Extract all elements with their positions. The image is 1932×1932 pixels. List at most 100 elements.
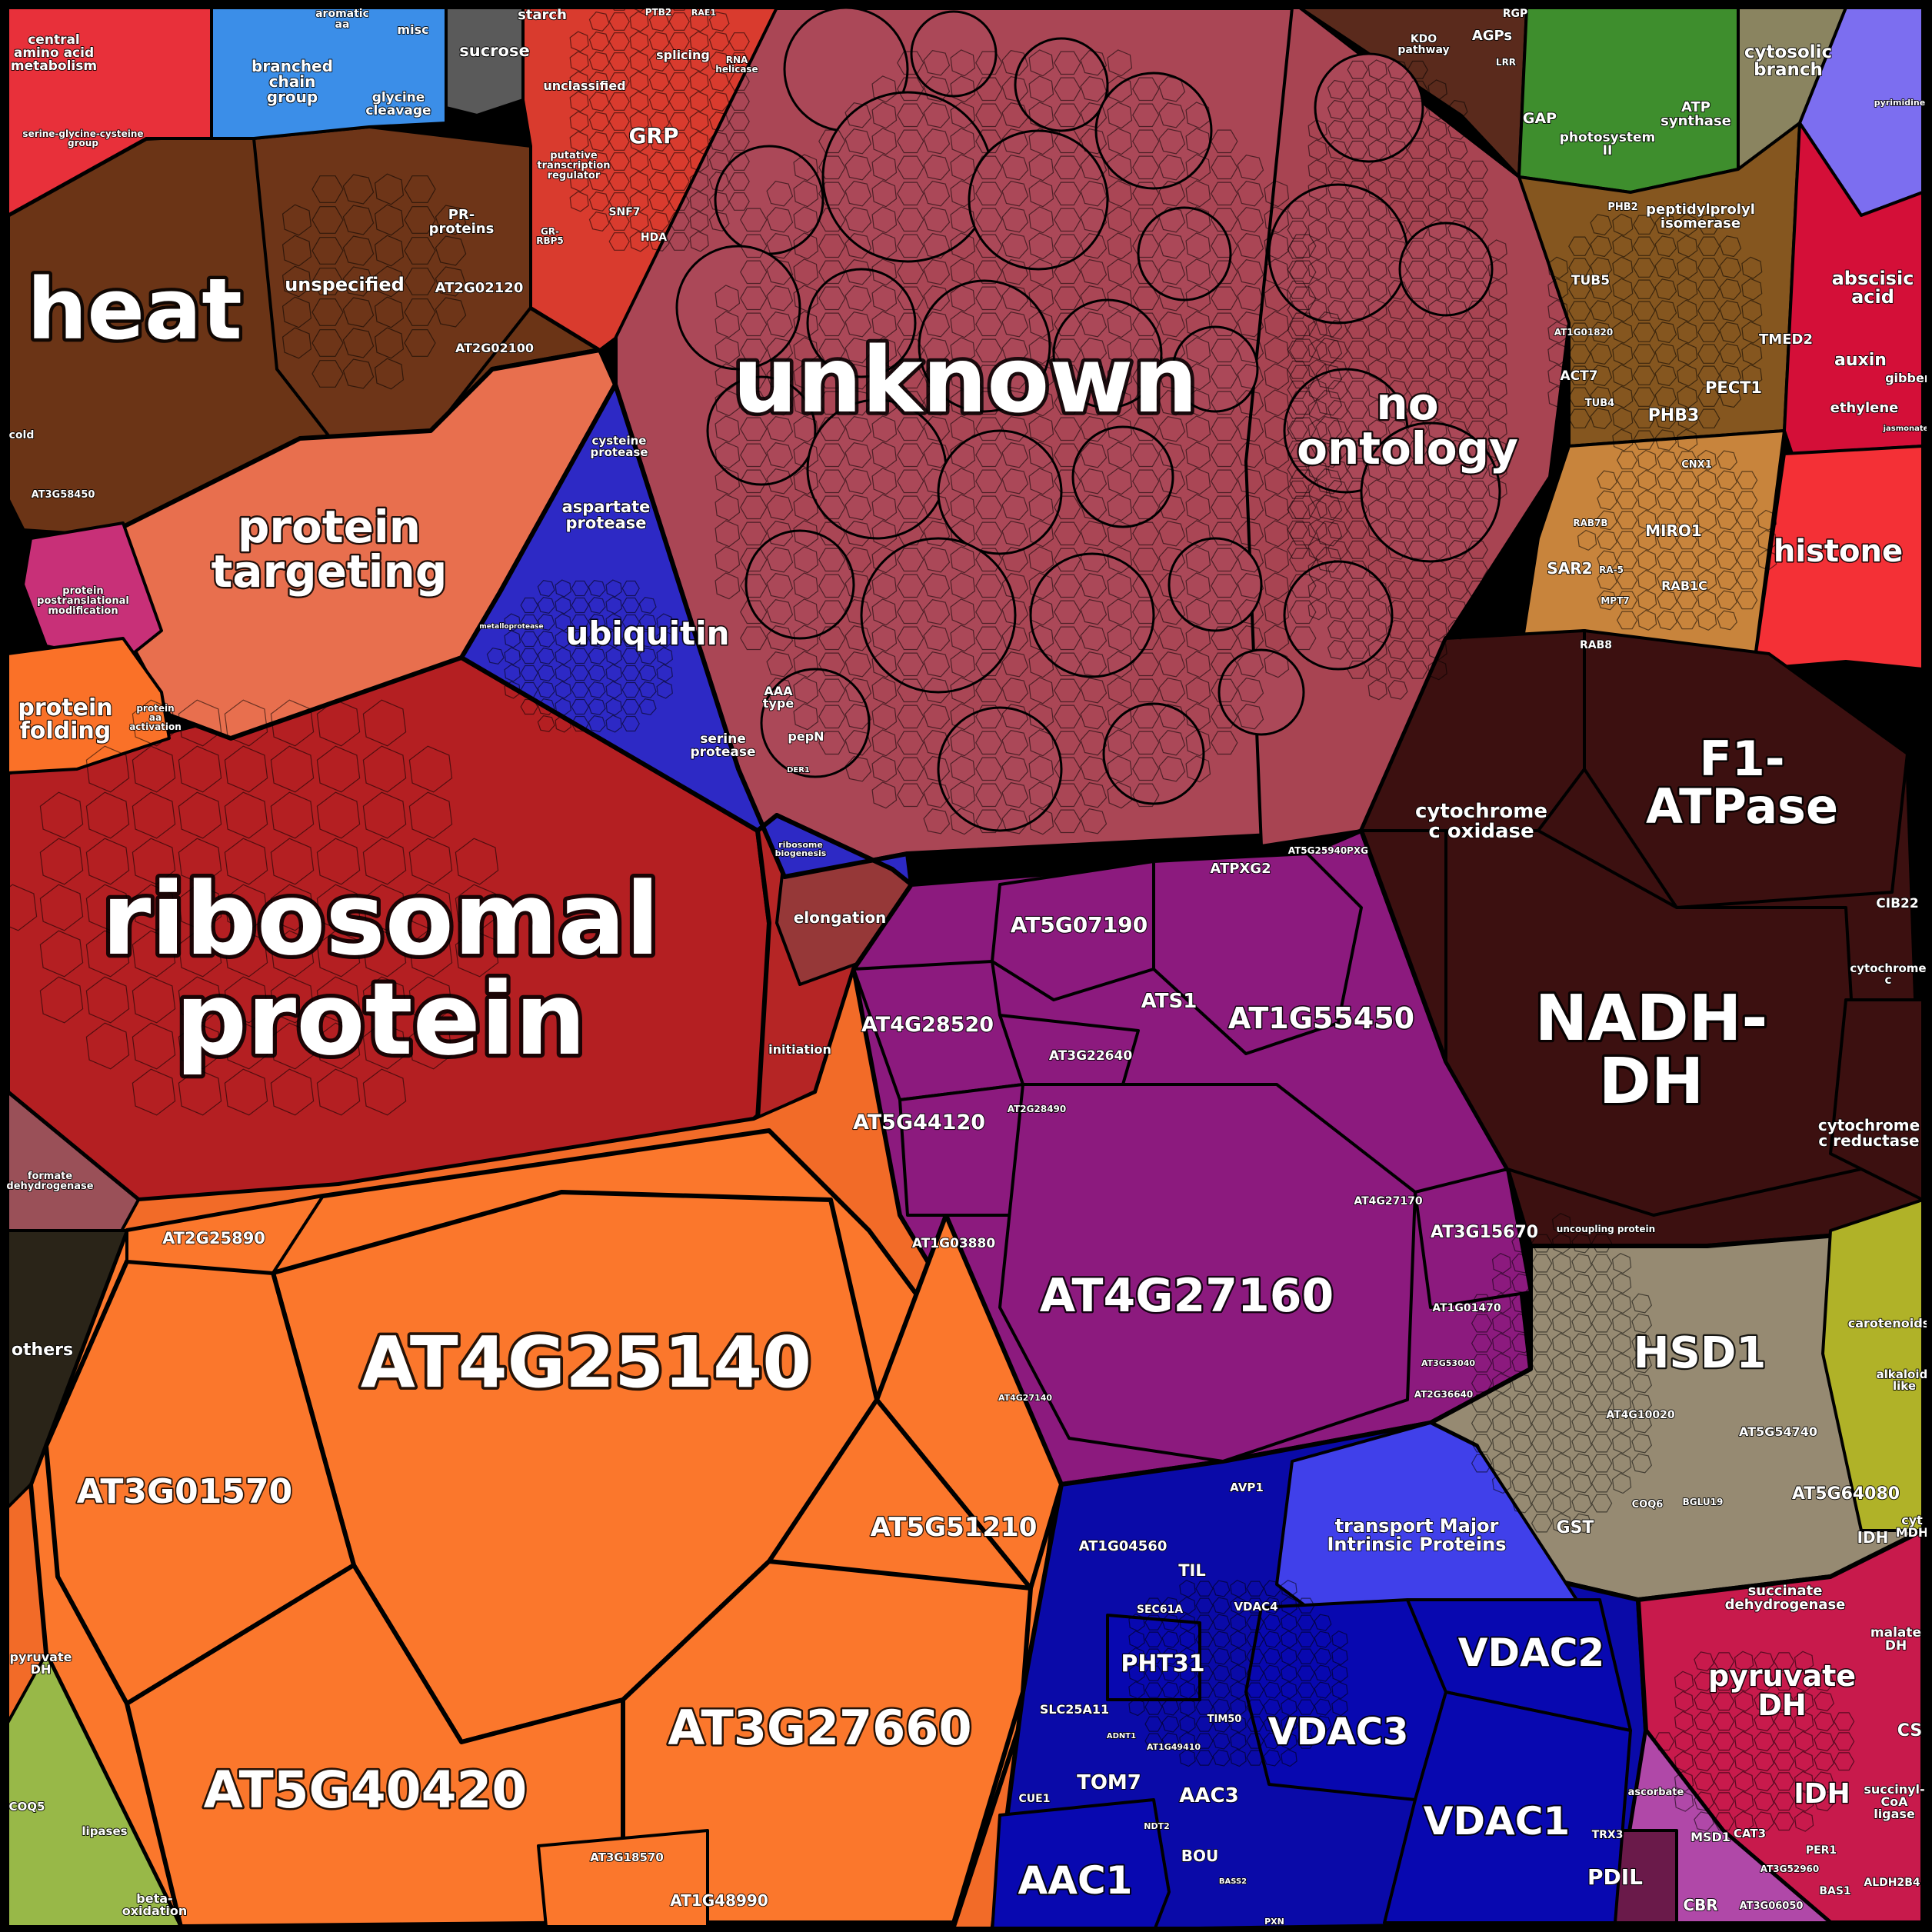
sub-cell: [1246, 1682, 1264, 1698]
sub-cell: [569, 31, 589, 52]
sub-cell: [629, 191, 649, 212]
sub-cell: [1757, 509, 1777, 531]
sub-cell: [897, 731, 924, 755]
sub-cell: [638, 630, 657, 648]
sub-cell: [740, 626, 768, 651]
sub-cell: [1287, 320, 1308, 339]
sub-cell: [1633, 387, 1656, 407]
sub-cell: [793, 206, 819, 234]
sub-cell: [1387, 159, 1408, 180]
sub-cell: [1080, 573, 1108, 599]
sub-cell: [818, 574, 846, 598]
sub-cell: [1195, 1614, 1214, 1631]
sub-cell: [1717, 610, 1737, 631]
sub-cell: [1491, 1313, 1512, 1334]
sub-cell: [588, 664, 606, 682]
sub-cell: [844, 233, 872, 259]
sub-cell: [1128, 1614, 1145, 1632]
label-starch: starch: [518, 7, 567, 23]
sub-cell: [1281, 1614, 1297, 1632]
sub-cell: [1616, 571, 1638, 590]
region-protein-folding: [6, 637, 171, 774]
sub-cell: [1694, 1651, 1714, 1672]
sub-cell: [708, 132, 730, 152]
sub-cell: [1367, 119, 1387, 141]
sub-cell: [1107, 546, 1133, 574]
sub-cell: [950, 441, 976, 469]
sub-cell: [1367, 439, 1387, 461]
sub-cell: [1327, 419, 1348, 440]
sub-cell: [1611, 1373, 1632, 1394]
sub-cell: [1612, 342, 1634, 365]
sub-cell: [1327, 619, 1348, 640]
sub-cell: [923, 311, 951, 338]
sub-cell: [1717, 550, 1737, 571]
sub-cell: [1327, 119, 1348, 140]
label-MPT7: MPT7: [1601, 595, 1629, 606]
sub-cell: [1158, 311, 1186, 338]
sub-cell: [1158, 128, 1186, 155]
sub-cell: [1676, 611, 1698, 630]
sub-cell: [1080, 233, 1108, 259]
sub-cell: [1107, 128, 1133, 155]
sub-cell: [1794, 1770, 1814, 1792]
sub-cell: [975, 705, 1003, 729]
sub-cell: [1654, 214, 1677, 236]
sub-cell: [1773, 1652, 1795, 1671]
label-initiation: initiation: [768, 1042, 831, 1057]
sub-cell: [571, 631, 589, 648]
label-AT2G28490: AT2G28490: [1008, 1104, 1067, 1114]
sub-cell: [1387, 359, 1408, 380]
sub-cell: [1491, 1253, 1512, 1274]
sub-cell: [608, 232, 630, 251]
sub-cell: [270, 1022, 315, 1070]
label-ATS1: ATS1: [1141, 990, 1198, 1013]
sub-cell: [1315, 311, 1343, 338]
sub-cell: [1447, 579, 1468, 600]
sub-cell: [1307, 379, 1327, 401]
sub-cell: [1713, 1752, 1735, 1771]
sub-cell: [975, 312, 1003, 337]
sub-cell: [1833, 1752, 1855, 1771]
sub-cell: [1447, 399, 1468, 420]
sub-cell: [1697, 279, 1720, 299]
sub-cell: [1054, 286, 1081, 311]
sub-cell: [1107, 75, 1133, 103]
sub-cell: [648, 232, 670, 251]
sub-cell: [1794, 1810, 1814, 1832]
sub-cell: [1327, 139, 1348, 160]
sub-cell: [1736, 471, 1758, 490]
label-MIRO1: MIRO1: [1645, 521, 1702, 540]
label-TRX3: TRX3: [1592, 1829, 1624, 1841]
sub-cell: [1347, 200, 1368, 219]
sub-cell: [537, 698, 555, 716]
sub-cell: [897, 652, 924, 677]
sub-cell: [85, 930, 130, 978]
label-PDIL: PDIL: [1587, 1864, 1643, 1890]
label-LRR: LRR: [1496, 57, 1516, 68]
sub-cell: [1697, 236, 1720, 256]
sub-cell: [1719, 343, 1742, 365]
sub-cell: [793, 337, 819, 365]
sub-cell: [1001, 207, 1029, 233]
sub-cell: [1591, 1274, 1613, 1293]
sub-cell: [1694, 1771, 1714, 1792]
sub-cell: [793, 468, 819, 495]
sub-cell: [923, 704, 951, 730]
sub-cell: [1158, 207, 1186, 233]
label-succinate-dehydrogenase: succinate dehydrogenase: [1725, 1583, 1846, 1613]
sub-cell: [1511, 1453, 1532, 1474]
label-succinyl-CoA-ligase: succinyl-CoA ligase: [1864, 1782, 1924, 1821]
sub-cell: [923, 756, 951, 782]
sub-cell: [793, 625, 819, 652]
sub-cell: [1531, 1254, 1553, 1273]
label-AT5G25940: AT5G25940: [1288, 845, 1347, 856]
sub-cell: [950, 729, 976, 757]
sub-cell: [1697, 569, 1717, 591]
sub-cell: [1315, 495, 1343, 521]
sub-cell: [1001, 155, 1029, 181]
sub-cell: [950, 206, 976, 234]
sub-cell: [1246, 1614, 1264, 1631]
sub-cell: [1531, 1474, 1553, 1493]
sub-cell: [1387, 659, 1408, 680]
